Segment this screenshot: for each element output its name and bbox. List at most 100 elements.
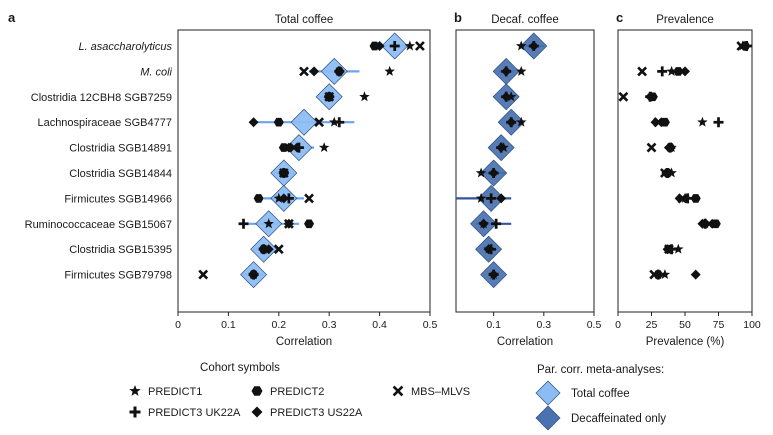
cohort-marker-diamond <box>488 168 499 178</box>
cohort-marker-cross <box>273 244 284 255</box>
cohort-marker-cross <box>299 66 309 77</box>
legend-meta-label: Total coffee <box>571 388 630 400</box>
data-row <box>248 108 355 136</box>
data-row <box>475 235 503 263</box>
data-row <box>650 116 724 128</box>
data-row <box>697 218 721 229</box>
cohort-marker-cross-stroke-b <box>273 244 284 255</box>
panel-title: Total coffee <box>275 14 334 26</box>
cohort-marker-plus <box>293 142 304 153</box>
cohort-marker-diamond <box>690 269 701 280</box>
cohort-marker-diamond <box>738 41 749 51</box>
data-row <box>315 83 370 111</box>
x-tick-label: 100 <box>743 319 761 331</box>
cohort-marker-hexagon <box>273 117 284 127</box>
cohort-marker-star <box>516 65 527 76</box>
legend-cohort-label: PREDICT2 <box>270 386 324 398</box>
cohort-marker-star <box>318 142 330 153</box>
cohort-marker-plus <box>258 244 269 255</box>
cohort-marker-hexagon <box>710 219 721 229</box>
legend-symbol-cross-stroke-b <box>392 385 404 397</box>
cohort-marker-diamond <box>374 41 385 51</box>
data-row <box>662 243 684 255</box>
cohort-marker-cross-stroke-b <box>299 66 309 77</box>
x-tick-label: 0.1 <box>486 319 501 331</box>
cohort-marker-star <box>505 91 517 102</box>
legend-symbol-plus <box>129 406 141 418</box>
cohort-marker-cross <box>637 66 648 77</box>
cohort-marker-star <box>697 116 708 127</box>
row-label: Firmicutes SGB14966 <box>64 193 172 205</box>
cohort-marker-diamond <box>501 66 512 77</box>
cohort-marker-cross-stroke-b <box>324 91 335 102</box>
x-tick-label: 0.2 <box>271 319 286 331</box>
panel-b: b Decaf. coffee 0.1 0.3 0.5 Correlation <box>454 10 601 348</box>
cohort-marker-diamond <box>263 244 274 255</box>
cohort-marker-star <box>516 116 527 127</box>
legend-cohort-label: PREDICT3 US22A <box>270 407 363 419</box>
panel-letter: c <box>616 10 623 25</box>
cohort-marker-cross-stroke-b <box>278 168 289 178</box>
cohort-marker-cross-stroke-b <box>736 41 747 51</box>
legend-cohort-label: MBS–MLVS <box>411 386 470 398</box>
data-row <box>516 32 548 60</box>
cohort-marker-plus <box>486 193 497 204</box>
cohort-marker-plus <box>491 218 502 229</box>
legend-symbol-cross <box>392 385 404 397</box>
cohort-marker-diamond <box>680 66 690 77</box>
data-row <box>736 40 752 51</box>
panel-frame <box>177 29 431 313</box>
cohort-marker-cross <box>664 244 674 255</box>
cohort-marker-cross <box>314 117 325 128</box>
cohort-marker-cross-stroke-b <box>653 117 664 128</box>
panel-a: a Total coffee 0 0.1 0.2 0.3 0.4 0.5 Correlation <box>8 10 437 348</box>
cohort-marker-diamond <box>674 193 685 204</box>
data-row <box>198 261 268 289</box>
panel-letter: a <box>8 10 16 25</box>
cohort-marker-star <box>273 192 285 203</box>
panels: a Total coffee 0 0.1 0.2 0.3 0.4 0.5 Correlation… <box>8 10 761 348</box>
cohort-marker-diamond <box>248 117 259 128</box>
x-axis-label: Prevalence (%) <box>646 336 725 348</box>
cohort-marker-cross-stroke-b <box>659 168 670 178</box>
legend-meta-diamond <box>535 405 561 431</box>
cohort-marker-hexagon <box>304 219 315 229</box>
cohort-marker-diamond <box>248 269 259 280</box>
cohort-marker-cross-stroke-b <box>618 91 629 102</box>
data-row <box>487 134 515 162</box>
legend-meta-title: Par. corr. meta-analyses: <box>537 364 664 376</box>
row-label: M. coli <box>140 66 172 78</box>
data-row <box>238 210 315 238</box>
cohort-marker-cross <box>278 168 289 178</box>
row-labels: L. asaccharolyticus M. coli Clostridia 12C… <box>25 41 173 282</box>
data-row <box>475 159 508 187</box>
legend-symbol-star <box>129 385 141 396</box>
cohort-marker-cross <box>324 91 335 102</box>
legend: Cohort symbols PREDICT1 PREDICT3 UK22A PRED… <box>129 362 666 431</box>
data-row <box>618 91 658 102</box>
cohort-marker-plus <box>657 66 668 77</box>
cohort-marker-cross <box>283 218 294 229</box>
data-row <box>470 210 512 238</box>
cohort-marker-star <box>659 269 671 280</box>
row-label: L. asaccharolyticus <box>78 41 172 53</box>
data-row <box>278 134 330 162</box>
cohort-marker-cross-stroke-b <box>646 142 657 153</box>
data-row <box>253 184 314 212</box>
cohort-marker-cross <box>618 91 629 102</box>
row-label: Lachnospiraceae SGB4777 <box>37 117 172 129</box>
cohort-marker-diamond <box>478 218 489 229</box>
cohort-marker-diamond <box>309 66 320 77</box>
legend-cohort-title: Cohort symbols <box>200 362 280 374</box>
cohort-marker-hexagon <box>690 194 701 203</box>
cohort-marker-cross <box>659 168 670 178</box>
cohort-marker-cross <box>649 269 660 280</box>
cohort-marker-star <box>263 218 274 229</box>
meta-diamond <box>290 108 318 136</box>
x-tick-label: 0 <box>175 319 181 331</box>
legend-symbol-diamond <box>251 406 263 418</box>
cohort-marker-diamond <box>650 117 661 128</box>
cohort-marker-cross-stroke-b <box>198 269 209 280</box>
x-tick-label: 0.1 <box>221 319 236 331</box>
